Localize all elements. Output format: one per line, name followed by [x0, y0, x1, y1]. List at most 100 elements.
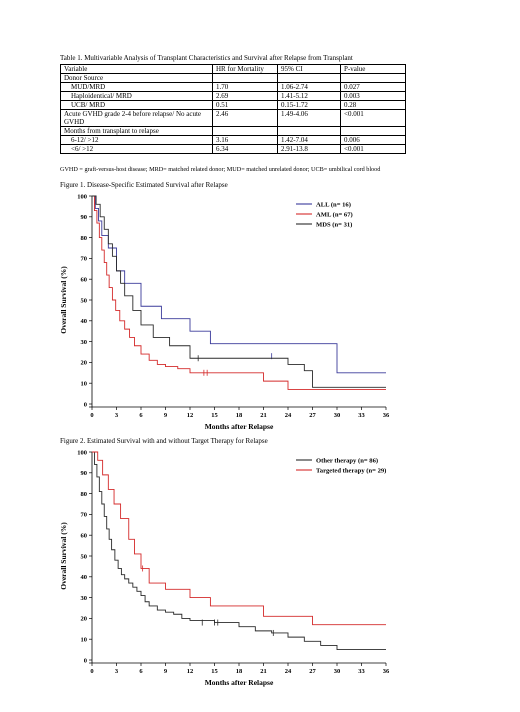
legend-entry: MDS (n= 31): [316, 221, 352, 228]
table-header-cell: P-value: [340, 64, 406, 74]
table-cell: 0.027: [340, 82, 406, 92]
table-header-cell: Variable: [60, 64, 213, 74]
table-cell: [340, 73, 406, 83]
y-tick-label: 0: [84, 657, 87, 664]
table-header-row: Variable HR for Mortality 95% CI P-value: [60, 64, 406, 74]
table-cell: MUD/MRD: [60, 82, 213, 92]
y-tick-label: 10: [81, 637, 88, 644]
table-cell: 6.34: [212, 144, 278, 154]
table-cell: 3.16: [212, 135, 278, 145]
x-axis-label: Months after Relapse: [205, 678, 274, 687]
series-line-1: [92, 195, 386, 390]
y-tick-label: 80: [81, 491, 88, 498]
y-tick-label: 50: [81, 297, 88, 304]
y-axis-label: Overall Survival (%): [59, 266, 68, 334]
series-line-2: [92, 195, 386, 388]
x-tick-label: 12: [187, 412, 194, 419]
x-tick-label: 27: [309, 668, 316, 675]
x-tick-label: 24: [285, 412, 292, 419]
x-tick-label: 30: [334, 412, 341, 419]
table-cell: 2.46: [212, 109, 278, 127]
legend-entry: Targeted therapy (n= 29): [316, 467, 386, 474]
y-tick-label: 80: [81, 235, 88, 242]
y-tick-label: 60: [81, 277, 88, 284]
y-tick-label: 20: [81, 616, 88, 623]
x-tick-label: 21: [260, 412, 267, 419]
series-line-0: [92, 451, 386, 651]
x-tick-label: 3: [115, 668, 119, 675]
x-tick-label: 36: [383, 412, 390, 419]
table-row: Months from transplant to relapse: [60, 126, 406, 136]
y-tick-label: 0: [84, 401, 87, 408]
y-tick-label: 60: [81, 533, 88, 540]
x-tick-label: 33: [358, 668, 365, 675]
multivariable-analysis-table: Variable HR for Mortality 95% CI P-value Don…: [60, 64, 406, 154]
table-cell: Months from transplant to relapse: [60, 126, 213, 136]
x-tick-label: 21: [260, 668, 267, 675]
table-row: MUD/MRD 1.70 1.06-2.74 0.027: [60, 82, 406, 92]
x-tick-label: 15: [211, 668, 218, 675]
x-tick-label: 27: [309, 412, 316, 419]
table-cell: 0.15-1.72: [277, 100, 341, 110]
table-cell: 1.42-7.04: [277, 135, 341, 145]
x-tick-label: 18: [236, 668, 243, 675]
y-tick-label: 100: [77, 449, 87, 456]
y-tick-label: 90: [81, 470, 88, 477]
series-line-0: [92, 195, 386, 374]
table-header-cell: HR for Mortality: [212, 64, 278, 74]
x-tick-label: 36: [383, 668, 390, 675]
y-tick-label: 70: [81, 256, 88, 263]
y-tick-label: 90: [81, 214, 88, 221]
table-cell: 1.70: [212, 82, 278, 92]
table-cell: [212, 126, 278, 136]
figure1-caption: Figure 1. Disease-Specific Estimated Sur…: [60, 181, 228, 189]
x-tick-label: 0: [90, 668, 93, 675]
x-tick-label: 6: [139, 668, 143, 675]
x-tick-label: 18: [236, 412, 243, 419]
y-tick-label: 40: [81, 318, 88, 325]
y-tick-label: 20: [81, 360, 88, 367]
table-header-cell: 95% CI: [277, 64, 341, 74]
x-tick-label: 30: [334, 668, 341, 675]
table-cell: Donor Source: [60, 73, 213, 83]
y-tick-label: 30: [81, 595, 88, 602]
table-row: <6/ >12 6.34 2.91-13.8 <0.001: [60, 144, 406, 154]
table-cell: <6/ >12: [60, 144, 213, 154]
table-cell: 1.41-5.12: [277, 91, 341, 101]
y-axis-label: Overall Survival (%): [59, 522, 68, 590]
table-row: Haploidentical/ MRD 2.69 1.41-5.12 0.003: [60, 91, 406, 101]
y-tick-label: 30: [81, 339, 88, 346]
table-caption: Table 1. Multivariable Analysis of Trans…: [60, 54, 353, 62]
x-tick-label: 6: [139, 412, 143, 419]
table-cell: [277, 126, 341, 136]
table-cell: 1.49-4.06: [277, 109, 341, 127]
table-cell: 0.51: [212, 100, 278, 110]
table-row: 6-12/ >12 3.16 1.42-7.04 0.006: [60, 135, 406, 145]
table-cell: [340, 126, 406, 136]
table-cell: 0.006: [340, 135, 406, 145]
x-tick-label: 15: [211, 412, 218, 419]
y-tick-label: 70: [81, 512, 88, 519]
table-cell: <0.001: [340, 144, 406, 154]
x-tick-label: 3: [115, 412, 119, 419]
table-cell: 0.003: [340, 91, 406, 101]
legend-entry: AML (n= 67): [316, 211, 353, 218]
y-tick-label: 10: [81, 381, 88, 388]
table-footnote: GVHD = graft-versus-host disease; MRD= m…: [60, 166, 381, 173]
x-tick-label: 9: [164, 668, 168, 675]
x-tick-label: 12: [187, 668, 194, 675]
series-line-1: [92, 451, 386, 626]
x-tick-label: 9: [164, 412, 168, 419]
table-cell: Acute GVHD grade 2-4 before relapse/ No …: [60, 109, 213, 127]
table-cell: 0.28: [340, 100, 406, 110]
x-axis-label: Months after Relapse: [205, 422, 274, 431]
y-tick-label: 100: [77, 193, 87, 200]
table-cell: [277, 73, 341, 83]
table-row: Acute GVHD grade 2-4 before relapse/ No …: [60, 109, 406, 127]
table-cell: [212, 73, 278, 83]
table-cell: 2.69: [212, 91, 278, 101]
table-cell: 2.91-13.8: [277, 144, 341, 154]
legend-entry: Other therapy (n= 86): [316, 457, 378, 464]
y-tick-label: 40: [81, 574, 88, 581]
